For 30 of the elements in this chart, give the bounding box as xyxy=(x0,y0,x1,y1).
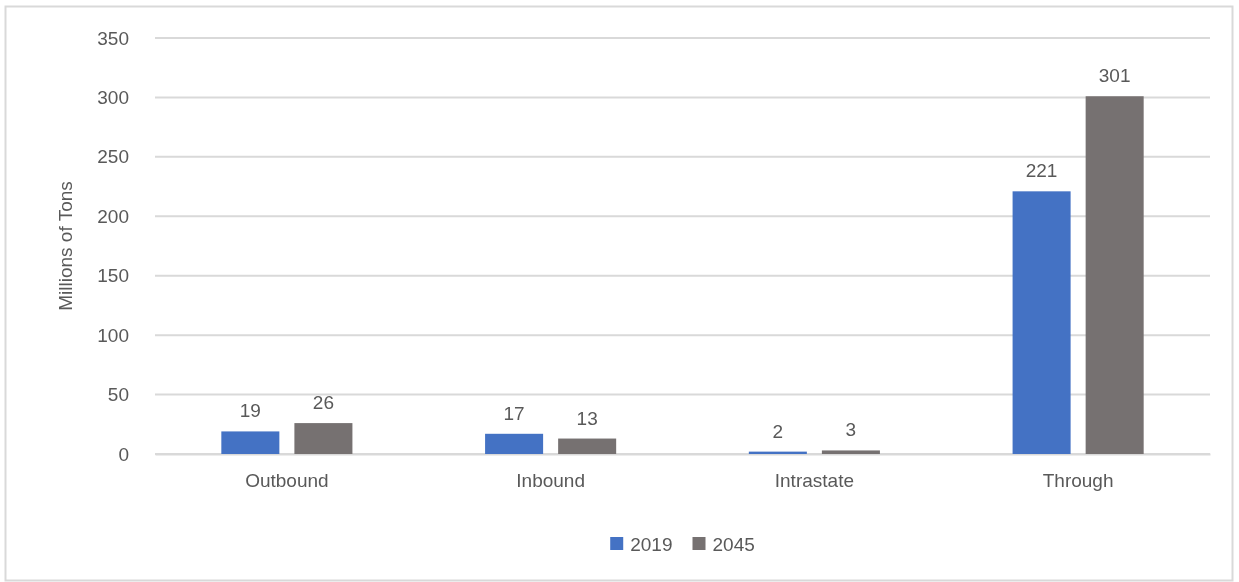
bar xyxy=(221,431,280,454)
data-label: 2 xyxy=(772,420,784,442)
bar xyxy=(294,423,353,454)
data-label: 19 xyxy=(239,400,261,422)
bar xyxy=(485,433,544,454)
legend-label: 2019 xyxy=(630,533,673,555)
y-tick-label: 300 xyxy=(97,87,129,109)
data-label: 221 xyxy=(1025,160,1058,182)
data-label: 17 xyxy=(503,402,525,424)
y-tick-label: 350 xyxy=(97,27,129,49)
x-tick-label: Outbound xyxy=(245,470,329,492)
data-label: 301 xyxy=(1098,65,1131,87)
data-label: 3 xyxy=(845,419,857,441)
x-tick-label: Intrastate xyxy=(774,470,854,492)
x-tick-label: Through xyxy=(1042,470,1114,492)
bar xyxy=(1085,96,1144,454)
y-tick-label: 100 xyxy=(97,324,129,346)
bar xyxy=(1012,191,1071,454)
bar xyxy=(558,438,617,454)
data-label: 13 xyxy=(576,407,598,429)
legend-label: 2045 xyxy=(712,533,755,555)
y-tick-label: 150 xyxy=(97,265,129,287)
y-tick-label: 0 xyxy=(118,443,129,465)
y-tick-label: 50 xyxy=(107,384,129,406)
y-tick-label: 200 xyxy=(97,205,129,227)
bar xyxy=(821,450,880,454)
y-axis-title: Millions of Tons xyxy=(55,181,76,311)
x-tick-label: Inbound xyxy=(516,470,585,492)
data-label: 26 xyxy=(312,392,334,414)
y-tick-label: 250 xyxy=(97,146,129,168)
